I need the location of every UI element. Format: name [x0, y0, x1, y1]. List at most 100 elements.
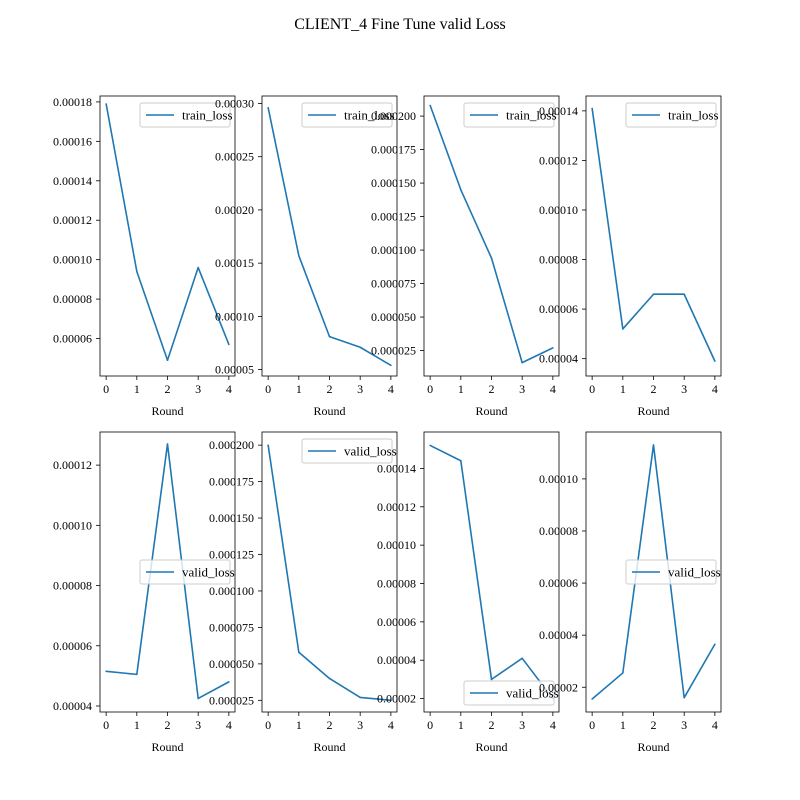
data-point: [359, 346, 361, 349]
legend-box: [301, 102, 393, 128]
y-tick-label: 0.00005: [215, 363, 254, 377]
legend-box: [139, 559, 231, 585]
y-tick-label: 0.00010: [539, 472, 578, 486]
x-axis-label: Round: [637, 404, 669, 418]
y-tick-label: 0.00014: [377, 461, 416, 475]
x-tick-label: 3: [357, 718, 363, 732]
y-tick-label: 0.00018: [53, 95, 92, 109]
y-tick-label: 0.00016: [53, 134, 92, 148]
y-tick-label: 0.00004: [539, 352, 578, 366]
y-tick-label: 0.000100: [209, 584, 254, 598]
y-tick-label: 0.00008: [377, 577, 416, 591]
data-point: [490, 257, 493, 259]
legend-label: valid_loss: [506, 686, 559, 701]
y-tick-label: 0.00006: [539, 576, 578, 590]
axes-frame: [423, 95, 560, 377]
y-tick-label: 0.00008: [539, 253, 578, 267]
subplot-3: 0 1 2 3 4 0.000025 0.000050 0.000075 0.000100 0.0…: [371, 95, 560, 418]
subplot-2: 0 1 2 3 4 0.00005 0.00010 0.00015 0.00020 0.00025…: [215, 95, 398, 418]
x-tick-label: 2: [651, 718, 657, 732]
legend: train_loss: [463, 102, 557, 128]
data-point: [136, 270, 138, 273]
y-tick-label: 0.00014: [539, 104, 578, 118]
x-tick-label: 1: [620, 382, 626, 396]
x-tick-label: 3: [681, 382, 687, 396]
x-tick-label: 1: [134, 382, 140, 396]
data-point: [267, 444, 269, 446]
x-tick-label: 4: [712, 382, 718, 396]
data-point: [714, 360, 716, 362]
x-tick-label: 2: [327, 718, 333, 732]
x-tick-label: 0: [589, 718, 595, 732]
y-tick-label: 0.000175: [209, 475, 254, 489]
y-tick-label: 0.000175: [371, 143, 416, 157]
axes-frame: [423, 431, 560, 713]
y-tick-label: 0.00004: [53, 699, 92, 713]
x-tick-label: 4: [388, 718, 394, 732]
x-axis-label: Round: [313, 740, 345, 754]
data-point: [105, 103, 107, 105]
y-tick-label: 0.000150: [209, 511, 254, 525]
data-point: [591, 698, 593, 700]
y-tick-label: 0.00010: [377, 538, 416, 552]
axes-frame: [261, 431, 398, 713]
data-point: [521, 657, 523, 660]
x-tick-label: 0: [427, 718, 433, 732]
x-tick-label: 4: [550, 718, 556, 732]
data-point: [460, 188, 462, 191]
subplot-4: 0 1 2 3 4 0.00004 0.00006 0.00008 0.00010 0.00012…: [539, 95, 722, 418]
x-axis-label: Round: [475, 404, 507, 418]
y-tick-label: 0.000150: [371, 176, 416, 190]
y-tick-label: 0.000200: [209, 438, 254, 452]
data-point: [328, 677, 331, 680]
legend-box: [625, 559, 717, 585]
data-point: [105, 670, 107, 673]
x-axis-label: Round: [151, 740, 183, 754]
data-point: [228, 343, 230, 346]
x-tick-label: 2: [327, 382, 333, 396]
data-point: [228, 681, 230, 683]
y-tick-label: 0.000125: [209, 548, 254, 562]
legend-box: [463, 102, 555, 128]
y-tick-label: 0.00010: [539, 203, 578, 217]
data-point: [328, 335, 331, 338]
x-tick-label: 4: [550, 382, 556, 396]
subplot-7: 0 1 2 3 4 0.00002 0.00004 0.00006 0.00008 0.00010…: [377, 431, 560, 754]
y-tick-label: 0.00010: [53, 518, 92, 532]
legend-label: train_loss: [668, 108, 719, 123]
x-tick-label: 0: [589, 382, 595, 396]
x-tick-label: 3: [195, 718, 201, 732]
legend: valid_loss: [463, 680, 559, 706]
y-tick-label: 0.000025: [209, 693, 254, 707]
x-tick-label: 3: [519, 718, 525, 732]
x-tick-label: 1: [296, 718, 302, 732]
legend-box: [139, 102, 231, 128]
x-tick-label: 4: [226, 718, 232, 732]
y-tick-label: 0.00008: [539, 524, 578, 538]
x-tick-label: 0: [265, 382, 271, 396]
y-tick-label: 0.000050: [209, 657, 254, 671]
data-point: [552, 347, 554, 349]
x-tick-label: 3: [681, 718, 687, 732]
legend-label: valid_loss: [182, 565, 235, 580]
x-tick-label: 1: [458, 718, 464, 732]
y-tick-label: 0.00012: [53, 458, 92, 472]
subplot-grid: 0 1 2 3 4 0.00006 0.00008 0.00010 0.00012 0.00014…: [53, 95, 722, 754]
x-tick-label: 0: [265, 718, 271, 732]
y-tick-label: 0.00010: [53, 253, 92, 267]
x-axis-label: Round: [637, 740, 669, 754]
y-tick-label: 0.00020: [215, 203, 254, 217]
y-tick-label: 0.000050: [371, 310, 416, 324]
x-tick-label: 4: [388, 382, 394, 396]
y-tick-label: 0.00015: [215, 256, 254, 270]
data-point: [683, 293, 685, 296]
data-point: [136, 673, 138, 676]
y-tick-label: 0.00012: [539, 153, 578, 167]
data-point: [521, 361, 523, 364]
y-tick-label: 0.00004: [539, 628, 578, 642]
data-point: [622, 328, 624, 330]
data-point: [714, 643, 716, 646]
y-tick-label: 0.00008: [53, 579, 92, 593]
